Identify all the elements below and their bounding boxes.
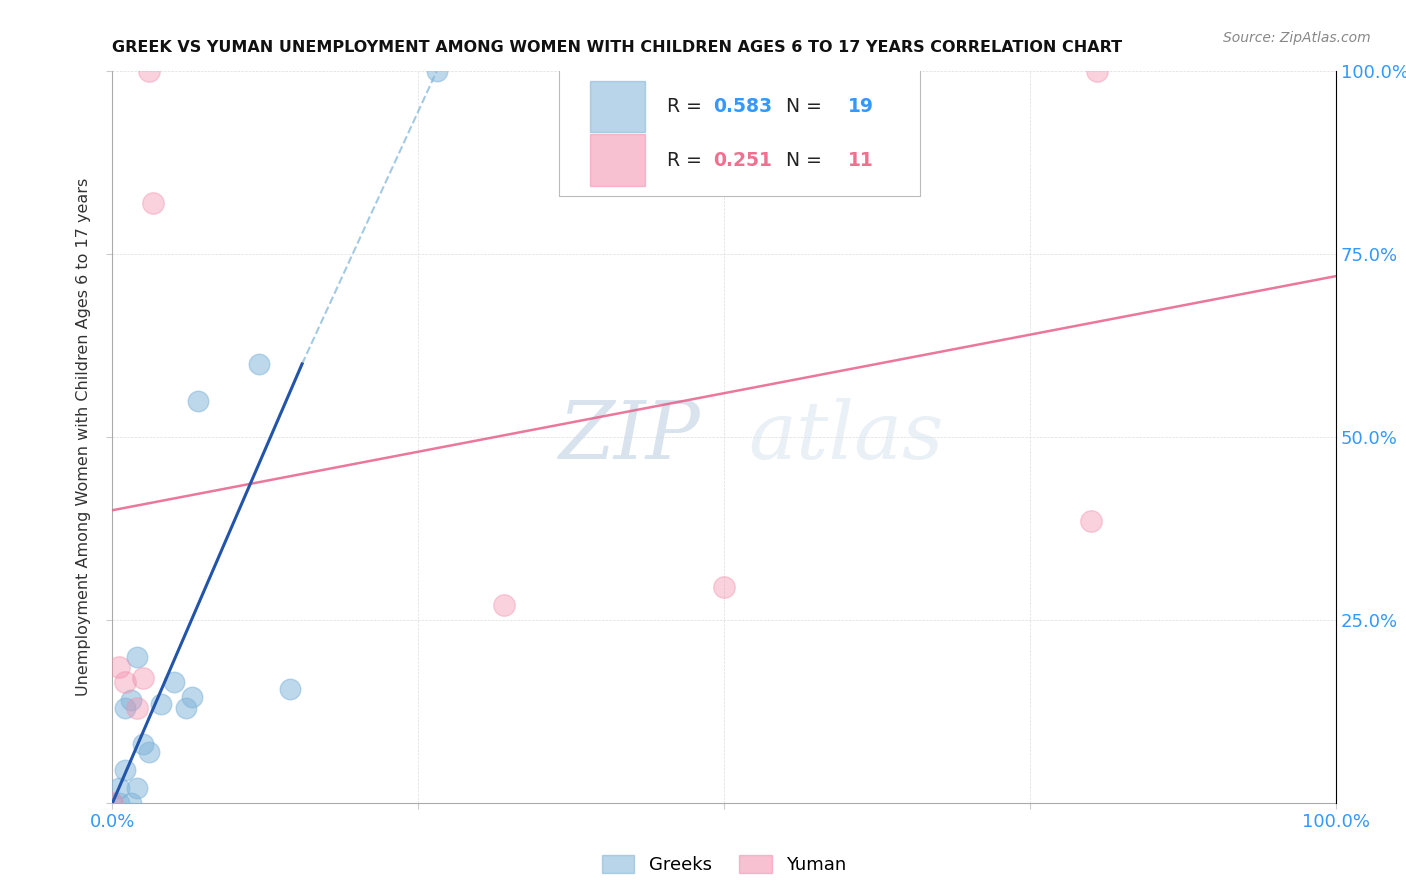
Text: 11: 11: [848, 151, 873, 169]
Point: [125, 649, 148, 664]
Point: [120, 693, 142, 707]
Point: [492, 599, 515, 613]
Point: [1080, 514, 1102, 528]
Text: 0.583: 0.583: [713, 97, 772, 116]
Text: N =: N =: [775, 151, 828, 169]
Text: N =: N =: [775, 97, 828, 116]
Point: [107, 781, 129, 796]
Point: [120, 796, 142, 810]
Point: [107, 796, 129, 810]
Point: [426, 64, 449, 78]
Text: 19: 19: [848, 97, 873, 116]
Point: [132, 737, 155, 751]
Point: [150, 697, 173, 711]
Point: [142, 196, 165, 211]
Y-axis label: Unemployment Among Women with Children Ages 6 to 17 years: Unemployment Among Women with Children A…: [76, 178, 91, 696]
Point: [125, 781, 148, 796]
Point: [138, 64, 160, 78]
FancyBboxPatch shape: [560, 68, 920, 195]
Point: [101, 796, 124, 810]
FancyBboxPatch shape: [589, 135, 644, 186]
Point: [125, 700, 148, 714]
Point: [187, 393, 209, 408]
Point: [181, 690, 204, 704]
Text: 0.251: 0.251: [713, 151, 772, 169]
Point: [247, 357, 270, 371]
FancyBboxPatch shape: [589, 81, 644, 132]
Point: [713, 580, 735, 594]
Legend: Greeks, Yuman: Greeks, Yuman: [595, 847, 853, 881]
Point: [101, 796, 124, 810]
Point: [1085, 64, 1108, 78]
Text: atlas: atlas: [748, 399, 943, 475]
Text: R =: R =: [666, 97, 707, 116]
Text: Source: ZipAtlas.com: Source: ZipAtlas.com: [1223, 31, 1371, 45]
Point: [107, 660, 129, 674]
Point: [138, 745, 160, 759]
Point: [278, 682, 301, 697]
Point: [174, 700, 197, 714]
Text: R =: R =: [666, 151, 707, 169]
Point: [132, 672, 155, 686]
Point: [163, 675, 186, 690]
Text: ZIP: ZIP: [558, 399, 700, 475]
Text: GREEK VS YUMAN UNEMPLOYMENT AMONG WOMEN WITH CHILDREN AGES 6 TO 17 YEARS CORRELA: GREEK VS YUMAN UNEMPLOYMENT AMONG WOMEN …: [112, 40, 1122, 55]
Point: [114, 700, 136, 714]
Point: [114, 763, 136, 777]
Point: [114, 675, 136, 690]
